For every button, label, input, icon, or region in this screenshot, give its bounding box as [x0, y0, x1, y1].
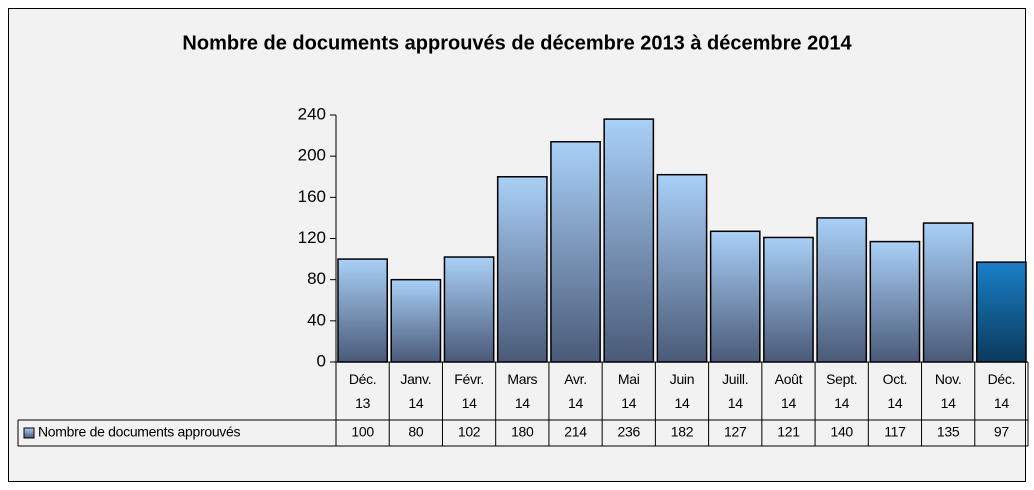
table-cell: 182	[671, 424, 694, 440]
bar	[709, 230, 761, 363]
table-cell: 214	[564, 424, 587, 440]
x-tick-line: Août	[775, 371, 803, 387]
table-cell: 117	[884, 424, 906, 440]
bar	[976, 261, 1027, 363]
x-tick-line: 14	[781, 395, 796, 411]
x-tick-line: Janv.	[400, 371, 431, 387]
x-tick-line: Févr.	[454, 371, 484, 387]
bar	[656, 173, 708, 363]
x-tick-line: 14	[941, 395, 956, 411]
legend-key	[23, 427, 35, 439]
table-cell: 80	[408, 424, 423, 440]
y-tick-label: 240	[298, 104, 326, 123]
y-tick-label: 200	[298, 146, 326, 165]
y-tick-label: 80	[307, 269, 326, 288]
x-tick-label: Avr. 14	[564, 371, 587, 411]
table-cell: 236	[618, 424, 641, 440]
x-tick-line: Oct.	[883, 371, 907, 387]
x-tick-label: Déc. 14	[988, 371, 1016, 411]
x-tick-line: Déc.	[988, 371, 1016, 387]
y-tick-label: 0	[317, 351, 326, 370]
x-tick-line: Juin	[670, 371, 694, 387]
x-tick-label: Févr. 14	[454, 371, 484, 411]
x-tick-label: Nov. 14	[935, 371, 962, 411]
bar	[763, 236, 814, 363]
x-tick-line: 14	[834, 395, 849, 411]
y-tick-label: 40	[307, 310, 326, 329]
bar	[550, 141, 601, 363]
bar	[496, 176, 548, 363]
x-tick-line: Avr.	[564, 371, 587, 387]
x-tick-line: Nov.	[935, 371, 962, 387]
x-tick-line: 14	[887, 395, 902, 411]
x-tick-line: 14	[462, 395, 477, 411]
x-tick-label: Mars 14	[507, 371, 537, 411]
table-cell: 127	[724, 424, 747, 440]
table-cell: 135	[937, 424, 960, 440]
x-tick-line: Juill.	[722, 371, 748, 387]
x-tick-line: 14	[408, 395, 423, 411]
x-tick-line: Déc.	[349, 371, 377, 387]
x-tick-label: Déc. 13	[349, 371, 377, 411]
x-tick-label: Août 14	[775, 371, 803, 411]
y-tick-label: 120	[298, 228, 326, 247]
x-tick-line: Sept.	[826, 371, 857, 387]
table-cell: 100	[351, 424, 374, 440]
table-cell: 140	[830, 424, 853, 440]
x-tick-label: Mai 14	[618, 371, 640, 411]
bar	[603, 118, 655, 363]
table-cell: 121	[777, 424, 800, 440]
x-tick-line: 13	[355, 395, 370, 411]
x-tick-label: Sept. 14	[826, 371, 857, 411]
x-tick-label: Juill. 14	[722, 371, 748, 411]
bar	[443, 256, 495, 363]
x-tick-label: Juin 14	[670, 371, 694, 411]
bar	[869, 240, 921, 363]
x-tick-line: 14	[621, 395, 636, 411]
x-tick-line: 14	[675, 395, 690, 411]
x-tick-line: 14	[568, 395, 583, 411]
table-cell: 102	[458, 424, 481, 440]
y-tick-label: 160	[298, 187, 326, 206]
legend-label: Nombre de documents approuvés	[38, 424, 240, 440]
bar	[816, 217, 868, 363]
x-tick-line: 14	[994, 395, 1009, 411]
x-tick-line: 14	[728, 395, 743, 411]
x-tick-line: 14	[515, 395, 530, 411]
table-cell: 180	[511, 424, 534, 440]
bar	[337, 258, 388, 363]
x-tick-line: Mars	[507, 371, 537, 387]
x-tick-label: Oct. 14	[883, 371, 907, 411]
x-tick-label: Janv. 14	[400, 371, 431, 411]
chart-title: Nombre de documents approuvés de décembr…	[182, 32, 852, 54]
bar	[390, 278, 442, 363]
bar	[922, 222, 974, 363]
x-tick-line: Mai	[618, 371, 640, 387]
table-cell: 97	[994, 424, 1009, 440]
